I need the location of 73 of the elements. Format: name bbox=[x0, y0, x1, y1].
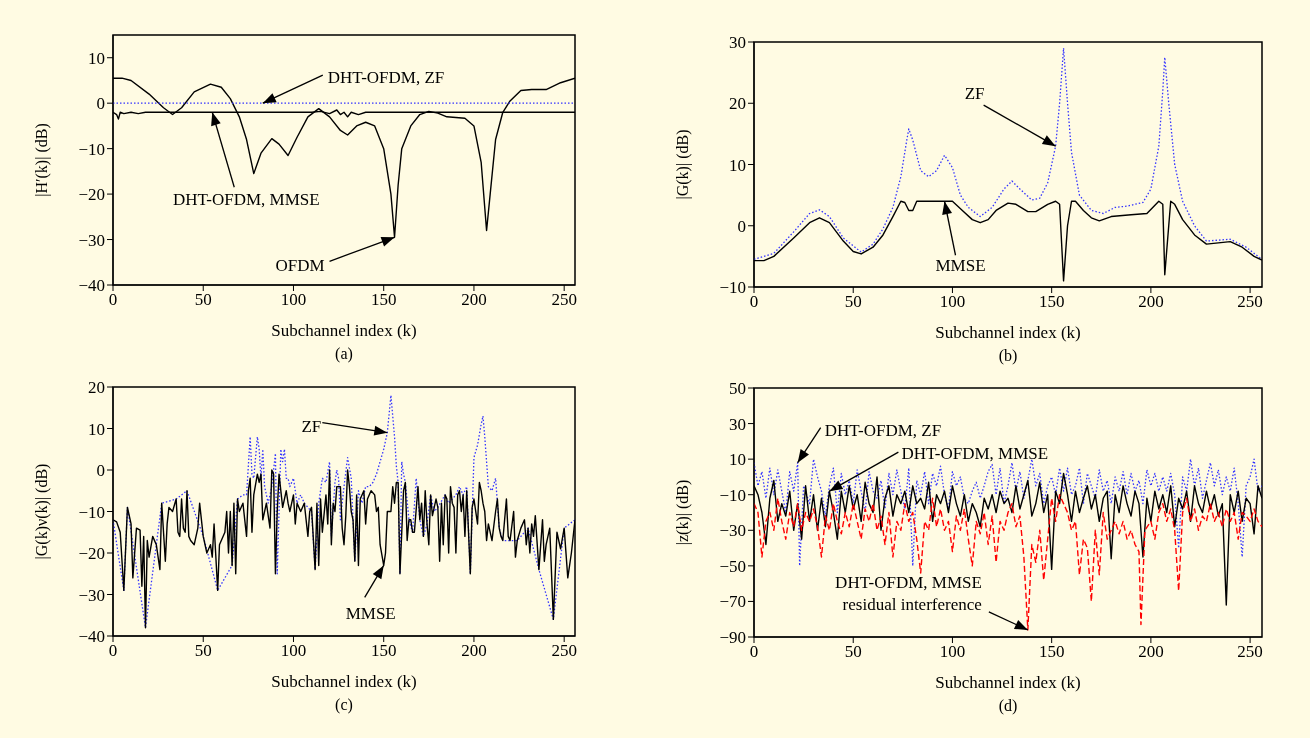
x-tick-label: 150 bbox=[370, 290, 397, 310]
y-axis-title: |G(k)| (dB) bbox=[673, 129, 692, 200]
y-tick-label: 0 bbox=[96, 461, 105, 481]
x-tick-label: 150 bbox=[1038, 292, 1065, 312]
y-tick-label: 50 bbox=[729, 379, 746, 399]
y-axis-title: |H′(k)| (dB) bbox=[32, 123, 51, 197]
x-tick-label: 0 bbox=[749, 292, 759, 312]
text: (a) bbox=[334, 345, 354, 363]
y-tick-label: −40 bbox=[78, 627, 105, 647]
x-axis-title: Subchannel index (k) bbox=[271, 321, 417, 340]
annotation: MMSE bbox=[935, 256, 986, 276]
x-tick-label: 200 bbox=[461, 641, 487, 661]
x-tick-label: 100 bbox=[939, 292, 966, 312]
line-series bbox=[113, 394, 575, 629]
y-tick-label: 30 bbox=[729, 33, 746, 53]
y-tick-label: 20 bbox=[88, 378, 105, 398]
y-tick-label: −30 bbox=[719, 521, 746, 541]
x-tick-label: 250 bbox=[1237, 292, 1263, 312]
y-tick-label: −10 bbox=[78, 502, 105, 522]
y-tick-label: 10 bbox=[729, 155, 746, 175]
y-tick-label: 10 bbox=[88, 419, 105, 439]
x-tick-label: 0 bbox=[749, 642, 759, 662]
text: (c) bbox=[334, 696, 354, 714]
annotation: MMSE bbox=[345, 604, 396, 624]
y-tick-label: −30 bbox=[78, 230, 105, 250]
x-tick-label: 100 bbox=[280, 290, 307, 310]
x-tick-label: 150 bbox=[1038, 642, 1065, 662]
y-tick-label: −90 bbox=[719, 628, 746, 648]
y-tick-label: 10 bbox=[729, 450, 746, 470]
annotation: DHT-OFDM, ZF bbox=[327, 68, 445, 88]
x-tick-label: 100 bbox=[280, 641, 307, 661]
y-tick-label: −10 bbox=[719, 485, 746, 505]
annotation: ZF bbox=[964, 84, 985, 104]
y-tick-label: 0 bbox=[96, 94, 105, 114]
y-tick-label: −10 bbox=[78, 139, 105, 159]
x-tick-label: 200 bbox=[461, 290, 487, 310]
y-tick-label: −70 bbox=[719, 592, 746, 612]
y-tick-label: −20 bbox=[78, 544, 105, 564]
text: (d) bbox=[997, 697, 1019, 715]
x-tick-label: 50 bbox=[194, 290, 212, 310]
x-tick-label: 200 bbox=[1138, 292, 1164, 312]
annotation: DHT-OFDM, ZF bbox=[824, 420, 942, 440]
text: (b) bbox=[997, 347, 1019, 365]
annotation: DHT-OFDM, MMSE bbox=[172, 190, 320, 210]
x-axis-title: Subchannel index (k) bbox=[935, 323, 1081, 342]
y-tick-label: 30 bbox=[729, 414, 746, 434]
line-series bbox=[754, 47, 1262, 261]
y-tick-label: −20 bbox=[78, 185, 105, 205]
y-tick-label: 0 bbox=[737, 216, 746, 236]
annotation: OFDM bbox=[275, 256, 325, 276]
x-tick-label: 50 bbox=[194, 641, 212, 661]
line-series bbox=[754, 494, 1262, 631]
x-tick-label: 250 bbox=[1237, 642, 1263, 662]
x-tick-label: 100 bbox=[939, 642, 966, 662]
y-tick-label: 20 bbox=[729, 94, 746, 114]
y-tick-label: −30 bbox=[78, 585, 105, 605]
x-tick-label: 150 bbox=[370, 641, 397, 661]
annotation: ZF bbox=[301, 416, 322, 436]
x-tick-label: 50 bbox=[844, 292, 862, 312]
y-tick-label: −50 bbox=[719, 556, 746, 576]
x-tick-label: 200 bbox=[1138, 642, 1164, 662]
x-tick-label: 250 bbox=[551, 290, 577, 310]
annotation: DHT-OFDM, MMSE bbox=[901, 444, 1049, 464]
y-tick-label: 10 bbox=[88, 48, 105, 68]
y-tick-label: −40 bbox=[78, 276, 105, 296]
y-axis-title: |z(k)| (dB) bbox=[673, 479, 692, 546]
y-tick-label: −10 bbox=[719, 278, 746, 298]
y-axis-title: |G(k)ν(k)| (dB) bbox=[32, 463, 51, 560]
x-tick-label: 50 bbox=[844, 642, 862, 662]
x-axis-title: Subchannel index (k) bbox=[271, 672, 417, 691]
x-tick-label: 250 bbox=[551, 641, 577, 661]
x-axis-title: Subchannel index (k) bbox=[935, 673, 1081, 692]
annotation: DHT-OFDM, MMSE residual interference bbox=[835, 572, 982, 614]
